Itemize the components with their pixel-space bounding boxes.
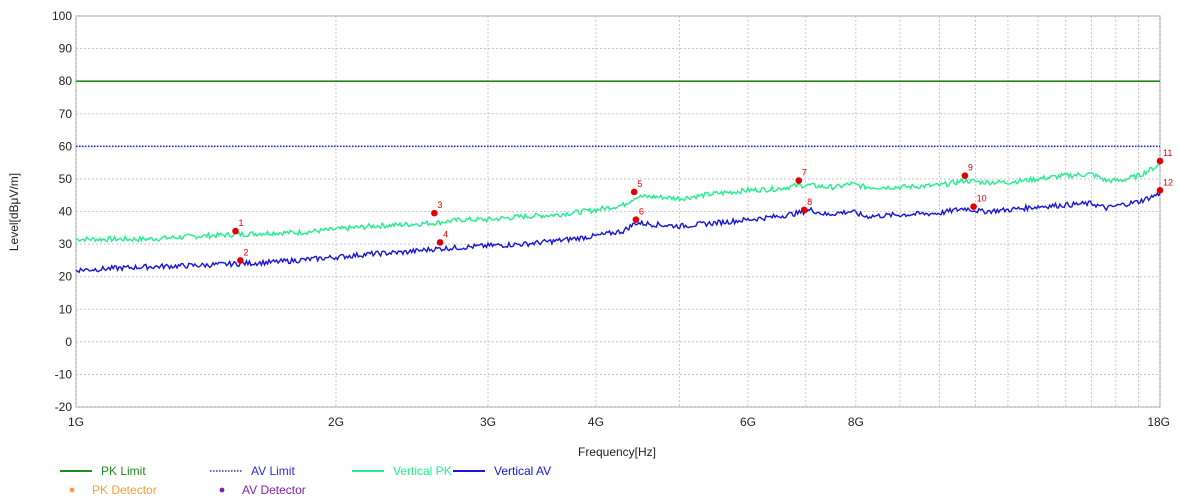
x-axis-ticks: 1G 2G 3G 4G 6G 8G 18G [68,415,1170,429]
marker-dot-3 [431,209,438,217]
marker-dot-9 [961,172,969,179]
legend: PK Limit AV Limit Vertical PK Vertical AV PK… [60,464,551,497]
y-tick-label: 100 [52,9,72,23]
y-tick-label: -20 [55,400,73,414]
legend-pk-detector-label: PK Detector [92,483,157,497]
y-tick-label: 90 [59,42,73,56]
marker-dot-2 [237,257,244,264]
marker-dot-8 [800,206,808,214]
marker-dot-11 [1156,157,1164,165]
marker-label-10: 10 [977,194,987,204]
marker-label-12: 12 [1163,177,1173,187]
legend-vertical-pk-label: Vertical PK [393,464,452,478]
marker-label-1: 1 [238,218,243,228]
x-tick-label: 3G [480,415,496,429]
y-tick-label: 0 [65,335,72,349]
legend-vertical-av-label: Vertical AV [494,464,551,478]
marker-label-2: 2 [243,247,248,257]
marker-label-9: 9 [968,163,973,173]
y-tick-label: 20 [59,270,73,284]
marker-dot-10 [970,203,977,210]
marker-dot-4 [436,239,444,246]
marker-label-5: 5 [637,179,642,189]
x-tick-label: 4G [588,415,604,429]
limit-lines [76,80,1160,148]
legend-pk-detector-swatch [69,487,75,493]
marker-label-7: 7 [802,168,807,178]
y-tick-label: 40 [59,205,73,219]
y-tick-label: 50 [59,172,73,186]
y-tick-label: -10 [55,367,73,381]
marker-dot-1 [232,227,239,235]
marker-label-3: 3 [437,200,442,210]
marker-dot-5 [630,188,638,196]
series-vertical-pk [75,163,1161,243]
marker-label-4: 4 [443,229,448,239]
y-axis-label: Level[dBμV/m] [7,173,21,251]
x-tick-label: 6G [740,415,756,429]
grid [75,15,1161,408]
x-tick-label: 8G [848,415,864,429]
marker-dot-12 [1156,187,1164,194]
x-axis-label: Frequency[Hz] [578,445,656,459]
marker-dot-6 [632,216,640,223]
legend-av-detector-label: AV Detector [242,483,306,497]
legend-pk-limit-label: PK Limit [101,464,146,478]
series-vertical-av [75,191,1161,274]
legend-av-detector-swatch [219,487,225,493]
y-tick-label: 10 [59,302,73,316]
y-tick-label: 80 [59,74,73,88]
marker-label-11: 11 [1163,148,1172,158]
x-tick-label: 1G [68,415,84,429]
y-tick-label: 60 [59,139,73,153]
x-tick-label: 2G [328,415,344,429]
x-tick-label: 18G [1147,415,1170,429]
y-tick-label: 30 [59,237,73,251]
marker-label-6: 6 [639,207,644,217]
marker-label-8: 8 [807,197,812,207]
y-tick-label: 70 [59,107,73,121]
legend-av-limit-label: AV Limit [251,464,295,478]
marker-dot-7 [795,177,803,184]
series-lines [75,163,1161,274]
